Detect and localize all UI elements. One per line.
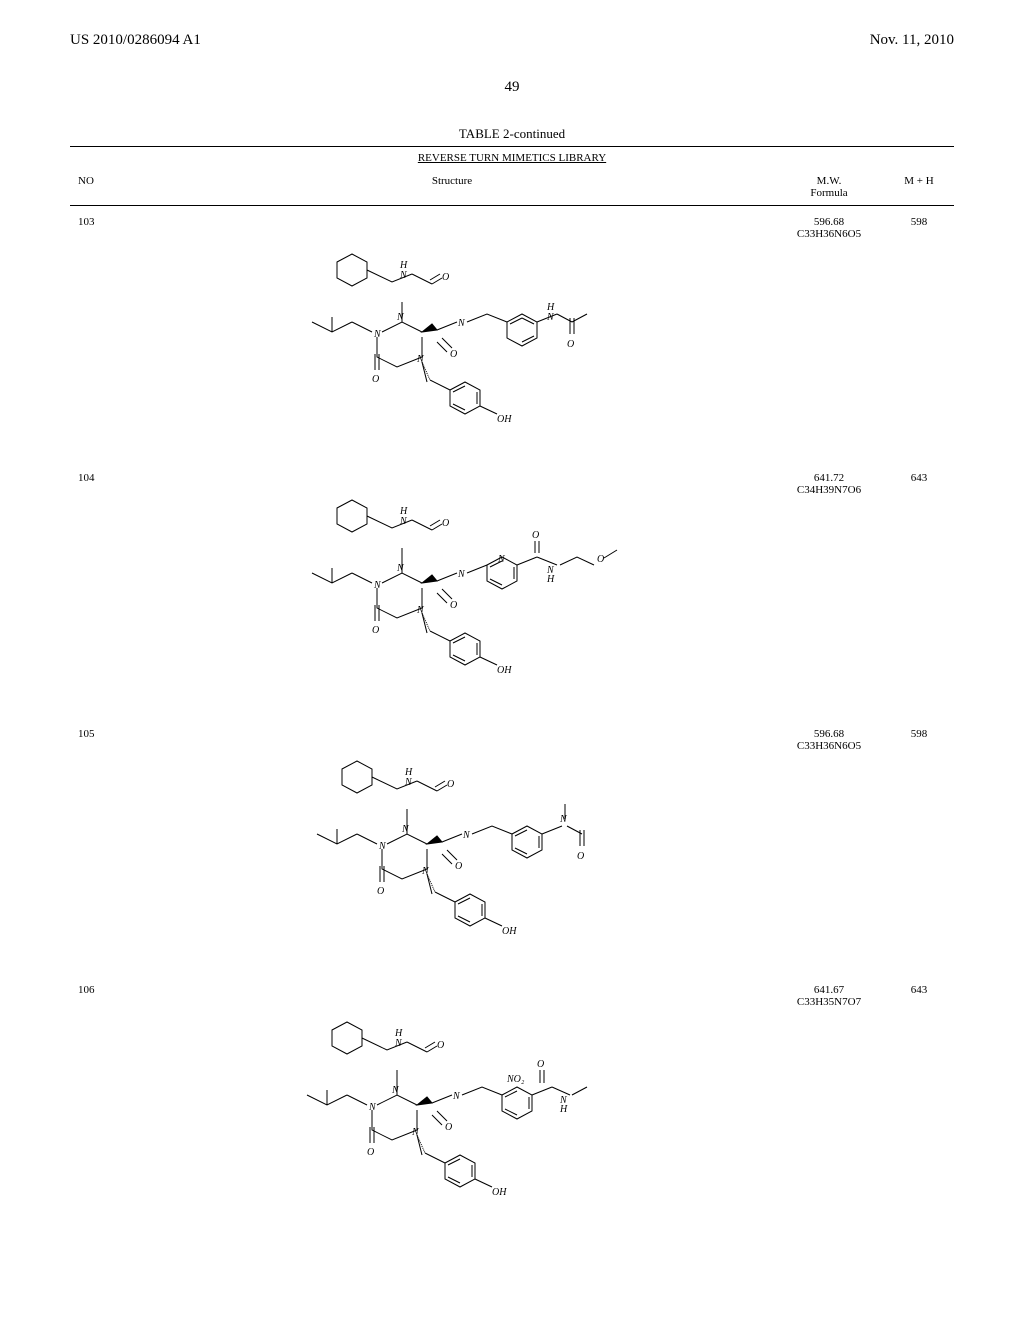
- svg-text:H: H: [559, 1104, 568, 1115]
- cell-no: 106: [70, 980, 130, 1230]
- svg-text:N: N: [559, 814, 568, 825]
- chemical-structure-icon: H N O N N N: [282, 222, 622, 452]
- svg-text:O: O: [372, 374, 379, 385]
- svg-text:O: O: [377, 886, 384, 897]
- svg-text:N: N: [404, 777, 413, 788]
- svg-text:O: O: [447, 779, 454, 790]
- chemical-structure-icon: H N O N N N: [282, 990, 622, 1220]
- svg-text:N: N: [394, 1038, 403, 1049]
- svg-text:O: O: [437, 1040, 444, 1051]
- table-column-headers: NO Structure M.W.Formula M + H: [70, 167, 954, 206]
- table-top-rule: [70, 146, 954, 147]
- cell-structure: H N O N N N: [130, 724, 774, 974]
- svg-text:OH: OH: [497, 665, 512, 676]
- svg-text:N: N: [457, 318, 466, 329]
- mw-value: 641.67: [774, 984, 884, 996]
- cell-mh: 643: [884, 468, 954, 718]
- svg-text:N: N: [401, 824, 410, 835]
- svg-text:N: N: [457, 569, 466, 580]
- table-row: 105 H N O N N: [70, 718, 954, 974]
- svg-text:O: O: [577, 851, 584, 862]
- cell-mh: 598: [884, 724, 954, 974]
- col-header-mw: M.W.Formula: [774, 175, 884, 199]
- compound-table: TABLE 2-continued REVERSE TURN MIMETICS …: [70, 126, 954, 1230]
- publication-date: Nov. 11, 2010: [870, 32, 954, 49]
- chemical-structure-icon: H N O N N N: [282, 734, 622, 964]
- col-header-mh: M + H: [884, 175, 954, 199]
- table-row: 106 H N O N N: [70, 974, 954, 1230]
- svg-text:N: N: [411, 1127, 420, 1138]
- svg-text:NO₂: NO₂: [506, 1074, 525, 1085]
- svg-text:OH: OH: [502, 926, 517, 937]
- mw-value: 641.72: [774, 472, 884, 484]
- page-number: 49: [0, 79, 1024, 96]
- table-row: 104 H N O N N: [70, 462, 954, 718]
- svg-text:O: O: [532, 530, 539, 541]
- col-header-structure: Structure: [130, 175, 774, 199]
- cell-no: 105: [70, 724, 130, 974]
- svg-text:O: O: [537, 1059, 544, 1070]
- svg-text:O: O: [442, 272, 449, 283]
- svg-text:N: N: [399, 270, 408, 281]
- svg-text:O: O: [367, 1147, 374, 1158]
- svg-text:O: O: [597, 554, 604, 565]
- publication-number: US 2010/0286094 A1: [70, 32, 201, 49]
- cell-no: 103: [70, 212, 130, 462]
- cell-structure: H N O N N N: [130, 212, 774, 462]
- col-header-no: NO: [70, 175, 130, 199]
- svg-text:N: N: [396, 312, 405, 323]
- svg-text:O: O: [442, 518, 449, 529]
- formula-value: C33H36N6O5: [774, 740, 884, 752]
- table-row: 103 H N O N N: [70, 206, 954, 462]
- svg-text:N: N: [399, 516, 408, 527]
- cell-mw-formula: 641.72 C34H39N7O6: [774, 468, 884, 718]
- svg-text:N: N: [421, 866, 430, 877]
- formula-value: C33H36N6O5: [774, 228, 884, 240]
- cell-mh: 598: [884, 212, 954, 462]
- cell-mh: 643: [884, 980, 954, 1230]
- mw-value: 596.68: [774, 216, 884, 228]
- svg-text:N: N: [416, 354, 425, 365]
- cell-no: 104: [70, 468, 130, 718]
- svg-text:O: O: [567, 339, 574, 350]
- svg-text:H: H: [546, 574, 555, 585]
- svg-text:O: O: [450, 600, 457, 611]
- table-subtitle: REVERSE TURN MIMETICS LIBRARY: [70, 149, 954, 167]
- formula-value: C33H35N7O7: [774, 996, 884, 1008]
- svg-text:N: N: [396, 563, 405, 574]
- svg-text:N: N: [546, 312, 555, 323]
- svg-text:N: N: [452, 1091, 461, 1102]
- svg-text:N: N: [391, 1085, 400, 1096]
- svg-text:OH: OH: [497, 414, 512, 425]
- svg-text:O: O: [455, 861, 462, 872]
- page-header: US 2010/0286094 A1 Nov. 11, 2010: [0, 0, 1024, 49]
- svg-text:O: O: [445, 1122, 452, 1133]
- svg-text:O: O: [450, 349, 457, 360]
- chemical-structure-icon: H N O N N N: [282, 478, 622, 708]
- mw-value: 596.68: [774, 728, 884, 740]
- cell-mw-formula: 596.68 C33H36N6O5: [774, 724, 884, 974]
- svg-text:O: O: [372, 625, 379, 636]
- cell-structure: H N O N N N: [130, 980, 774, 1230]
- cell-mw-formula: 641.67 C33H35N7O7: [774, 980, 884, 1230]
- svg-text:N: N: [462, 830, 471, 841]
- table-title: TABLE 2-continued: [70, 126, 954, 142]
- cell-mw-formula: 596.68 C33H36N6O5: [774, 212, 884, 462]
- svg-text:OH: OH: [492, 1187, 507, 1198]
- cell-structure: H N O N N N: [130, 468, 774, 718]
- formula-value: C34H39N7O6: [774, 484, 884, 496]
- svg-text:N: N: [416, 605, 425, 616]
